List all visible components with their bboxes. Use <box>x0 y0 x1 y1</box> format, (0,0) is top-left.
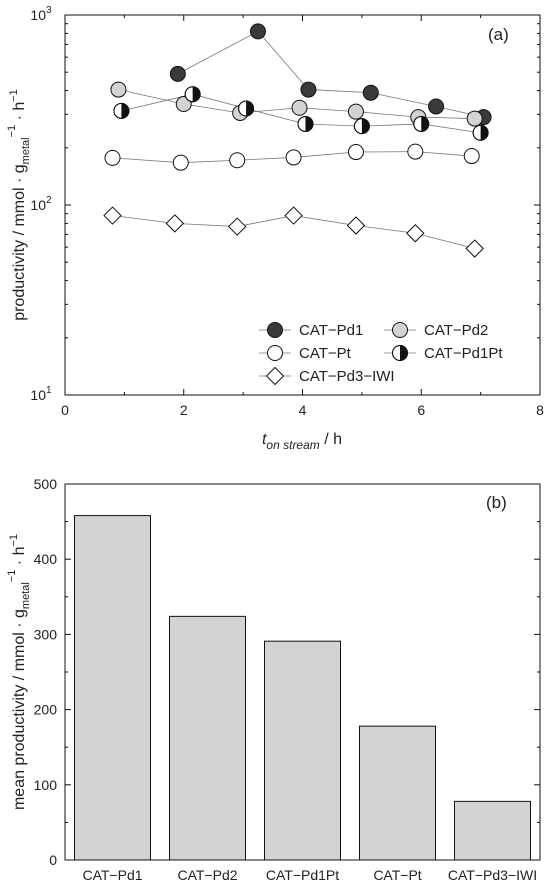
bar <box>454 800 531 861</box>
x-tick-label: 4 <box>299 402 307 418</box>
y-tick-label: 102 <box>30 195 52 213</box>
panel-b-label: (b) <box>486 493 507 512</box>
legend-item: CAT−Pd3−IWI <box>259 366 395 386</box>
data-point <box>466 110 483 127</box>
legend-item: CAT−Pd2 <box>384 322 488 339</box>
panel-a-x-axis-label: ton stream / h <box>262 431 342 452</box>
x-category-label: CAT−Pd1Pt <box>266 867 339 883</box>
y-tick-label: 200 <box>34 702 58 718</box>
panel-a-y-axis-label: productivity / mmol · gmetal−1 · h−1 <box>6 89 32 321</box>
legend-marker <box>392 345 408 361</box>
panel-a: 0 2 4 6 8 101 102 103 (a) productivity / mmol ·… <box>6 5 544 452</box>
legend-label: CAT−Pd1 <box>299 322 363 339</box>
legend-marker <box>267 345 283 361</box>
y-tick-label: 100 <box>34 777 58 793</box>
data-point <box>291 99 308 116</box>
x-category-label: CAT−Pd2 <box>177 867 237 883</box>
data-point <box>406 224 425 243</box>
data-point <box>353 118 370 135</box>
legend-label: CAT−Pd2 <box>424 322 488 339</box>
data-point <box>297 115 314 132</box>
bar <box>359 725 436 861</box>
x-category-label: CAT−Pd1 <box>82 867 142 883</box>
data-point <box>238 100 255 117</box>
y-tick-label: 0 <box>49 852 57 868</box>
y-tick-label: 500 <box>34 476 58 492</box>
data-point <box>249 23 266 40</box>
panel-b-ticks: CAT−Pd1 CAT−Pd2 CAT−Pd1Pt CAT−Pt CAT−Pd3−IWI… <box>34 476 540 883</box>
data-point <box>413 115 430 132</box>
legend-label: CAT−Pd1Pt <box>424 345 503 362</box>
legend-marker <box>265 366 285 386</box>
panel-b: CAT−Pd1 CAT−Pd2 CAT−Pd1Pt CAT−Pt CAT−Pd3−IWI… <box>6 476 541 883</box>
legend-marker <box>392 322 408 338</box>
data-point <box>347 103 364 120</box>
data-point <box>284 206 303 225</box>
bar <box>169 615 246 861</box>
legend-marker <box>267 322 283 338</box>
x-tick-label: 8 <box>536 402 544 418</box>
y-tick-label: 103 <box>30 5 52 23</box>
panel-a-ticks: 0 2 4 6 8 101 102 103 <box>30 5 544 418</box>
y-tick-label: 101 <box>30 385 52 403</box>
data-point <box>428 98 445 115</box>
series-line <box>177 30 484 118</box>
data-point <box>285 149 302 166</box>
data-point <box>229 152 246 169</box>
data-point <box>110 81 127 98</box>
data-point <box>407 143 424 160</box>
panel-a-markers <box>103 23 492 258</box>
legend-item: CAT−Pt <box>259 345 352 362</box>
x-category-label: CAT−Pd3−IWI <box>448 867 537 883</box>
data-point <box>104 149 121 166</box>
x-tick-label: 6 <box>417 402 425 418</box>
data-point <box>113 102 130 119</box>
data-point <box>465 239 484 258</box>
panel-b-y-axis-label: mean productivity / mmol · gmetal−1 · h−… <box>6 534 32 810</box>
y-tick-label: 400 <box>34 551 58 567</box>
data-point <box>300 81 317 98</box>
bar <box>264 640 341 861</box>
bar <box>74 515 151 861</box>
data-point <box>346 216 366 235</box>
data-point <box>169 65 186 82</box>
panel-a-legend: CAT−Pd1 CAT−Pd2 CAT−Pt CAT−Pd1Pt CAT−Pd3−IWI <box>259 322 503 386</box>
data-point <box>463 148 480 165</box>
legend-label: CAT−Pt <box>299 345 352 362</box>
legend-item: CAT−Pd1Pt <box>384 345 503 362</box>
data-point <box>227 217 247 236</box>
x-tick-label: 2 <box>180 402 188 418</box>
x-tick-label: 0 <box>61 402 69 418</box>
legend-item: CAT−Pd1 <box>259 322 363 339</box>
panel-b-bars <box>74 515 531 861</box>
legend-label: CAT−Pd3−IWI <box>299 368 395 385</box>
data-point <box>347 144 364 161</box>
panel-a-label: (a) <box>488 25 509 44</box>
data-point <box>103 206 122 225</box>
data-point <box>472 124 489 141</box>
data-point <box>172 154 189 171</box>
x-category-label: CAT−Pt <box>373 867 421 883</box>
data-point <box>362 84 379 101</box>
data-point <box>165 214 185 233</box>
data-point <box>184 86 201 103</box>
y-tick-label: 300 <box>34 626 58 642</box>
